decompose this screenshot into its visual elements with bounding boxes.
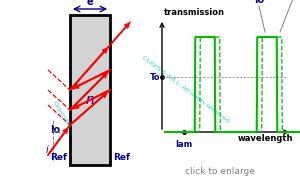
Text: wavelength: wavelength (238, 134, 293, 143)
Text: Io: Io (50, 125, 60, 135)
Text: To: To (149, 73, 160, 81)
Text: click to enlarge: click to enlarge (185, 167, 255, 176)
Text: e: e (87, 0, 93, 7)
Text: Io: Io (254, 0, 264, 5)
Text: CLAVIS S.A.R.L. All rights reserved: CLAVIS S.A.R.L. All rights reserved (141, 55, 229, 123)
Text: n: n (85, 93, 94, 107)
Text: Copyright: Copyright (52, 101, 72, 129)
Text: lam: lam (176, 140, 193, 149)
Text: i: i (46, 145, 49, 155)
Text: Ref: Ref (50, 153, 67, 161)
Bar (70, 15, 110, 165)
Text: transmission: transmission (164, 8, 225, 17)
Text: Ref: Ref (113, 153, 130, 161)
